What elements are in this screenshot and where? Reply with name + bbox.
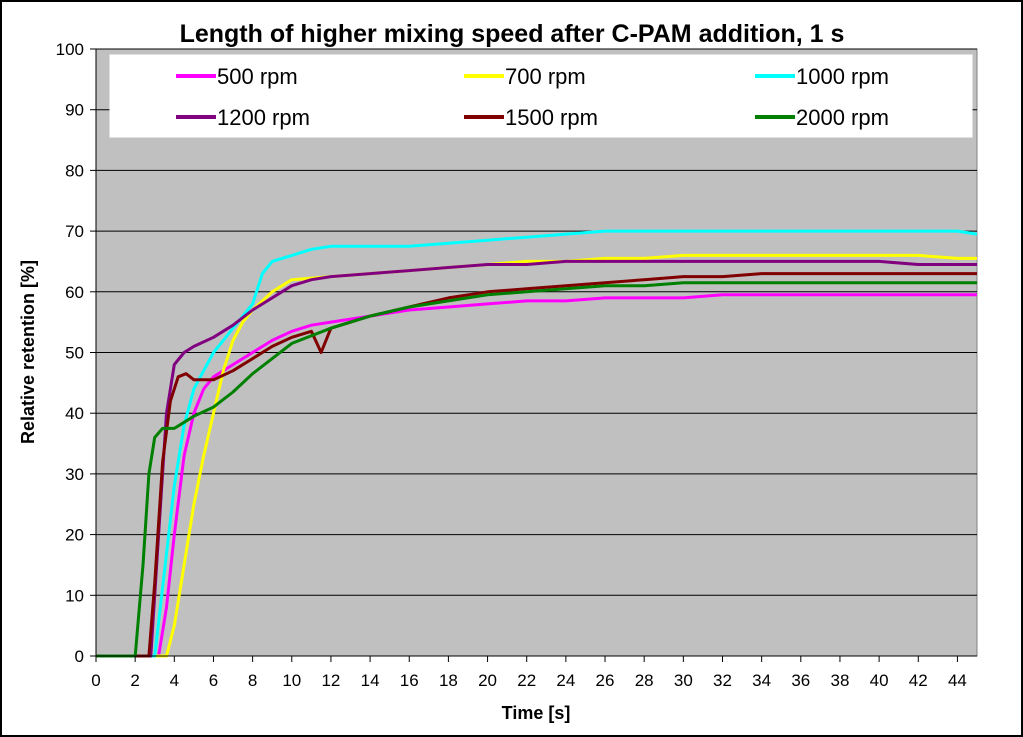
legend-box (109, 54, 973, 138)
x-tick-label: 22 (517, 671, 536, 690)
x-tick-label: 30 (674, 671, 693, 690)
legend: 500 rpm 700 rpm 1000 rpm 1200 rpm 1500 rpm 20… (109, 54, 973, 138)
x-tick-label: 32 (713, 671, 732, 690)
legend-label-500-rpm: 500 rpm (217, 64, 298, 89)
x-tick-label: 4 (170, 671, 179, 690)
x-tick-label: 26 (596, 671, 615, 690)
x-tick-label: 38 (830, 671, 849, 690)
legend-label-1200-rpm: 1200 rpm (217, 105, 310, 130)
y-tick-label: 10 (65, 586, 84, 605)
x-tick-label: 20 (478, 671, 497, 690)
y-tick-label: 40 (65, 404, 84, 423)
x-tick-label: 42 (909, 671, 928, 690)
y-tick-label: 20 (65, 526, 84, 545)
x-tick-label: 40 (870, 671, 889, 690)
legend-label-1000-rpm: 1000 rpm (796, 64, 889, 89)
x-tick-label: 10 (282, 671, 301, 690)
x-axis-ticks: 0 2 4 6 8 10 12 14 16 18 20 22 24 26 28 30 32 34 36 38 40 42 4… (91, 656, 967, 690)
legend-label-2000-rpm: 2000 rpm (796, 105, 889, 130)
series-line-500-rpm (96, 293, 977, 658)
x-tick-label: 24 (556, 671, 575, 690)
x-tick-label: 18 (439, 671, 458, 690)
y-tick-label: 70 (65, 222, 84, 241)
y-axis-label: Relative retention [%] (18, 260, 38, 444)
x-tick-label: 34 (752, 671, 771, 690)
x-axis-label: Time [s] (502, 703, 571, 723)
x-tick-label: 8 (248, 671, 257, 690)
legend-label-700-rpm: 700 rpm (505, 64, 586, 89)
x-tick-label: 0 (91, 671, 100, 690)
y-tick-label: 60 (65, 283, 84, 302)
series-lines (96, 229, 978, 658)
y-tick-label: 80 (65, 161, 84, 180)
series-line-1200-rpm (96, 259, 977, 658)
x-tick-label: 36 (791, 671, 810, 690)
series-line-2000-rpm (96, 281, 977, 658)
y-axis-ticks: 0 10 20 30 40 50 60 70 80 90 100 (56, 40, 96, 666)
y-tick-label: 0 (75, 647, 84, 666)
y-tick-label: 30 (65, 465, 84, 484)
x-tick-label: 6 (209, 671, 218, 690)
x-tick-label: 16 (400, 671, 419, 690)
x-tick-label: 12 (321, 671, 340, 690)
x-tick-label: 44 (948, 671, 967, 690)
y-tick-label: 100 (56, 40, 84, 59)
chart-title: Length of higher mixing speed after C-PA… (180, 20, 845, 48)
x-tick-label: 28 (635, 671, 654, 690)
y-tick-label: 90 (65, 101, 84, 120)
y-tick-label: 50 (65, 344, 84, 363)
x-tick-label: 2 (130, 671, 139, 690)
x-tick-label: 14 (361, 671, 380, 690)
legend-label-1500-rpm: 1500 rpm (505, 105, 598, 130)
